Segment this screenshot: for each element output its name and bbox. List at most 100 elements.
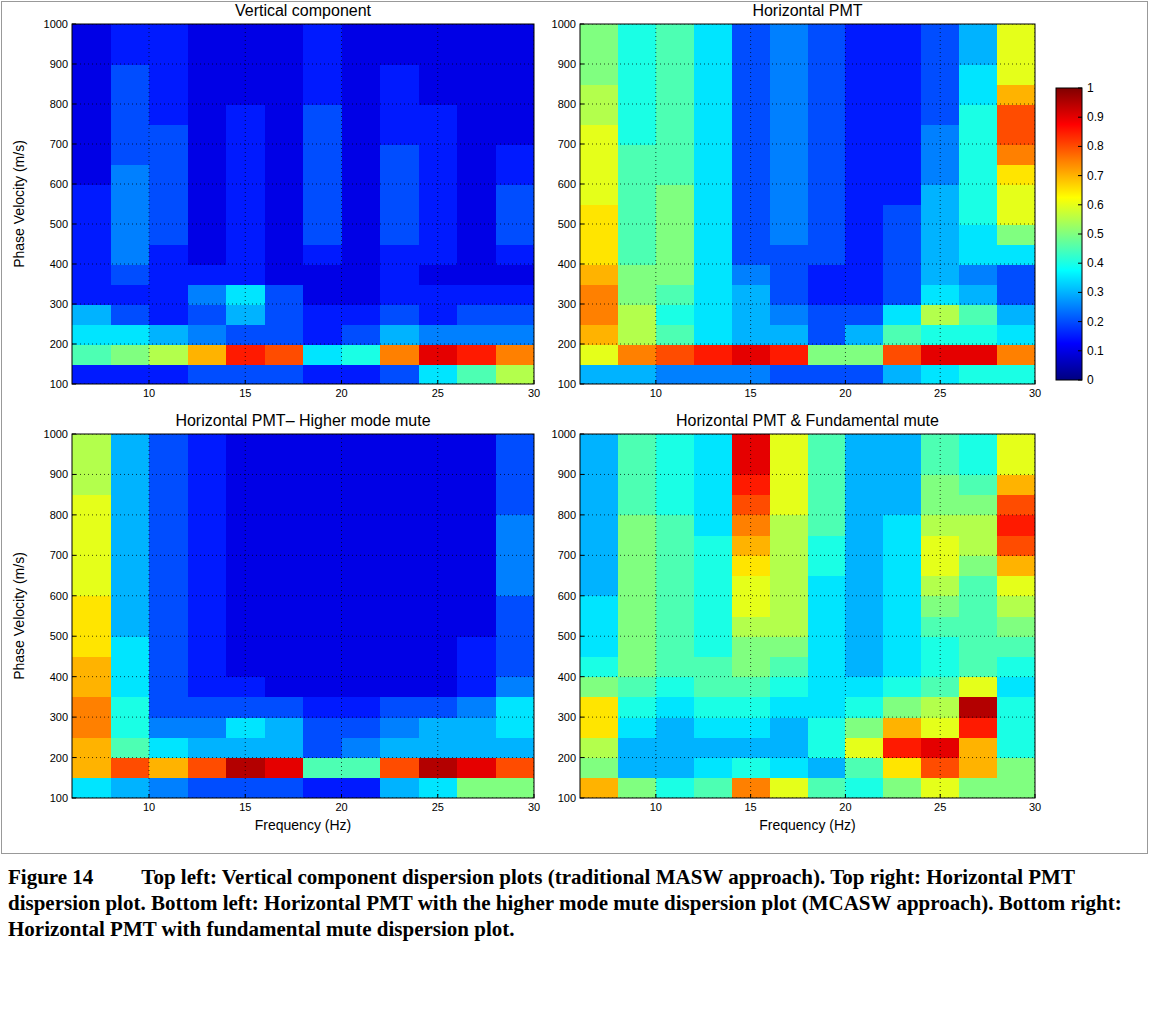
tick-mark bbox=[750, 380, 751, 384]
heat-cell bbox=[496, 224, 535, 245]
heat-cell bbox=[265, 24, 304, 45]
heat-cell bbox=[265, 224, 304, 245]
heat-cell bbox=[997, 224, 1035, 245]
heat-cell bbox=[694, 656, 732, 677]
heat-cell bbox=[457, 535, 496, 556]
panel-title: Horizontal PMT– Higher mode mute bbox=[175, 412, 430, 429]
heat-cell bbox=[72, 656, 111, 677]
grid-line bbox=[245, 24, 246, 384]
heat-cell bbox=[188, 44, 227, 65]
heat-cell bbox=[997, 144, 1035, 165]
heat-cell bbox=[149, 515, 188, 536]
grid-line bbox=[72, 184, 534, 185]
heat-cell bbox=[580, 204, 618, 225]
tick-mark bbox=[72, 757, 76, 758]
heat-cell bbox=[188, 364, 227, 384]
tick-mark bbox=[580, 798, 584, 799]
heat-cell bbox=[342, 144, 381, 165]
heat-cell bbox=[883, 515, 921, 536]
heat-cell bbox=[770, 264, 808, 285]
heat-cell bbox=[845, 44, 883, 65]
tick-label: 600 bbox=[50, 178, 68, 190]
heat-cell bbox=[845, 576, 883, 597]
grid-line bbox=[72, 344, 534, 345]
heat-cell bbox=[883, 535, 921, 556]
tick-label: 700 bbox=[558, 138, 576, 150]
heat-cell bbox=[921, 204, 959, 225]
heat-cell bbox=[496, 737, 535, 758]
heat-cell bbox=[921, 104, 959, 125]
heat-cell bbox=[656, 555, 694, 576]
heat-cell bbox=[303, 324, 342, 345]
heat-cell bbox=[618, 184, 656, 205]
tick-mark bbox=[580, 184, 584, 185]
heat-cell bbox=[997, 324, 1035, 345]
tick-mark bbox=[580, 636, 584, 637]
tick-mark bbox=[580, 24, 584, 25]
heat-cell bbox=[921, 474, 959, 495]
grid-line bbox=[580, 555, 1035, 556]
heat-cell bbox=[845, 264, 883, 285]
heat-cell bbox=[419, 778, 458, 798]
heat-cell bbox=[303, 264, 342, 285]
heat-cell bbox=[808, 44, 846, 65]
tick-label: 1000 bbox=[44, 428, 68, 440]
heat-cell bbox=[72, 104, 111, 125]
grid-line bbox=[72, 474, 534, 475]
heat-cell bbox=[694, 636, 732, 657]
heat-cell bbox=[694, 64, 732, 85]
heat-cell bbox=[997, 778, 1035, 798]
heat-cell bbox=[694, 576, 732, 597]
heat-cell bbox=[921, 515, 959, 536]
heat-cell bbox=[959, 264, 997, 285]
heat-cell bbox=[149, 576, 188, 597]
heat-cell bbox=[883, 304, 921, 325]
heat-cell bbox=[883, 474, 921, 495]
heat-cell bbox=[883, 677, 921, 698]
heat-cell bbox=[188, 204, 227, 225]
heat-cell bbox=[457, 364, 496, 384]
heat-cell bbox=[149, 84, 188, 105]
heat-cell bbox=[457, 576, 496, 597]
heat-cell bbox=[149, 344, 188, 365]
heat-cell bbox=[342, 344, 381, 365]
colorbar-tick bbox=[1078, 88, 1082, 89]
heat-cell bbox=[580, 264, 618, 285]
heat-cell bbox=[419, 44, 458, 65]
heat-cell bbox=[580, 364, 618, 384]
heat-cell bbox=[72, 44, 111, 65]
heat-cell bbox=[732, 164, 770, 185]
heat-cell bbox=[732, 454, 770, 475]
heat-cell bbox=[496, 495, 535, 516]
heat-cell bbox=[845, 434, 883, 455]
heat-cell bbox=[342, 616, 381, 637]
grid-line bbox=[149, 434, 150, 798]
heat-cell bbox=[342, 758, 381, 779]
heat-cell bbox=[959, 344, 997, 365]
heat-cell bbox=[265, 204, 304, 225]
grid bbox=[580, 434, 1035, 798]
heat-cell bbox=[845, 717, 883, 738]
grid-line bbox=[580, 514, 1035, 515]
heat-cell bbox=[188, 737, 227, 758]
heat-cell bbox=[845, 636, 883, 657]
colorbar-tick bbox=[1078, 175, 1082, 176]
heat-cell bbox=[380, 656, 419, 677]
heat-cell bbox=[149, 144, 188, 165]
heat-cell bbox=[380, 474, 419, 495]
heat-cell bbox=[111, 636, 150, 657]
heat-cell bbox=[457, 344, 496, 365]
heat-cell bbox=[845, 324, 883, 345]
heat-cell bbox=[72, 84, 111, 105]
heat-cell bbox=[618, 364, 656, 384]
heat-cell bbox=[580, 576, 618, 597]
grid-line bbox=[750, 434, 751, 798]
tick-label: 800 bbox=[558, 98, 576, 110]
heat-cell bbox=[656, 284, 694, 305]
grid bbox=[580, 24, 1035, 384]
heat-cell bbox=[580, 284, 618, 305]
heat-cell bbox=[72, 454, 111, 475]
heat-cell bbox=[419, 104, 458, 125]
heat-cell bbox=[770, 515, 808, 536]
heat-cell bbox=[845, 778, 883, 798]
